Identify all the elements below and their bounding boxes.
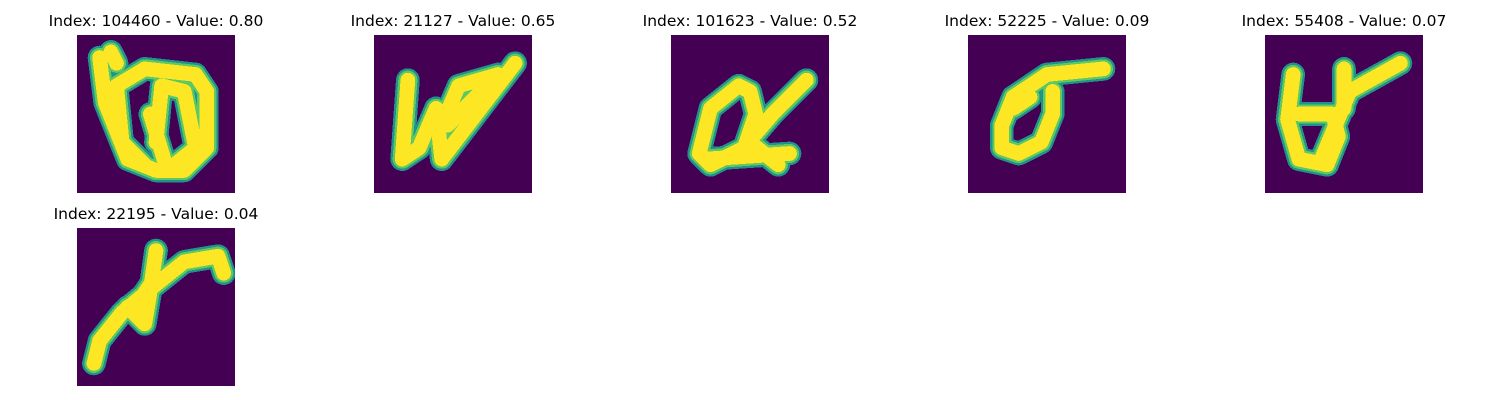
glyph-image [77,35,235,193]
panel-title: Index: 55408 - Value: 0.07 [1241,12,1447,30]
panel-title: Index: 101623 - Value: 0.52 [642,12,858,30]
glyph-image [1265,35,1423,193]
panel-title: Index: 21127 - Value: 0.65 [350,12,556,30]
glyph-image [374,35,532,193]
glyph-image [77,228,235,386]
panel-title: Index: 22195 - Value: 0.04 [53,205,259,223]
glyph-image [671,35,829,193]
panel-title: Index: 104460 - Value: 0.80 [48,12,264,30]
glyph-image [968,35,1126,193]
panel-title: Index: 52225 - Value: 0.09 [944,12,1150,30]
